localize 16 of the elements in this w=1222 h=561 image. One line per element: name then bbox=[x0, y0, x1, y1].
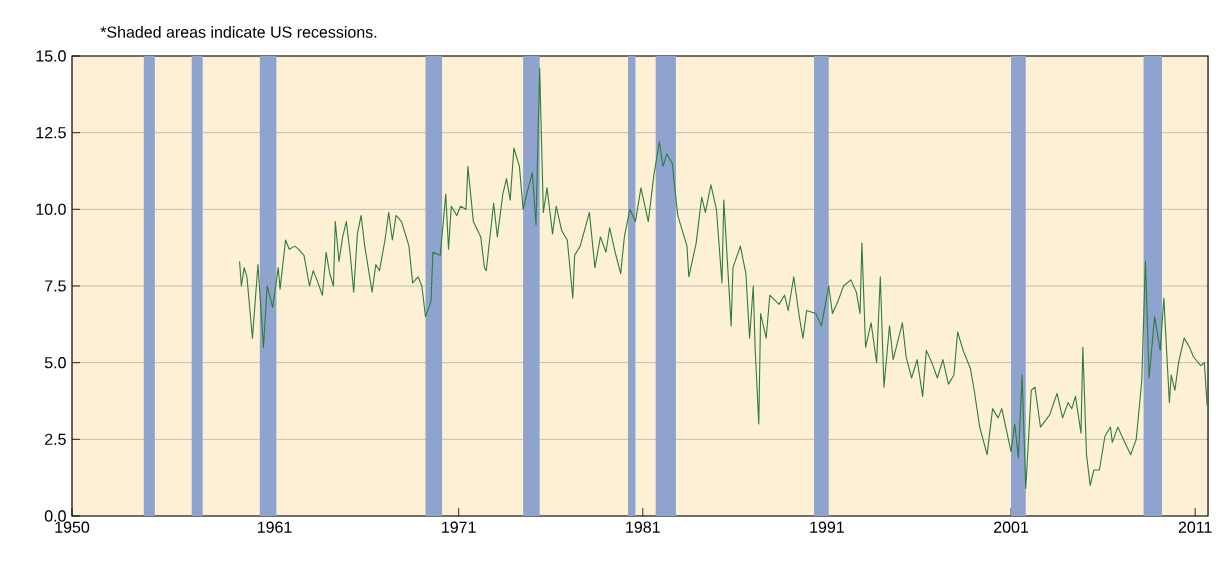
x-tick-label: 2011 bbox=[1178, 521, 1212, 533]
y-tick-label: 2.5 bbox=[45, 433, 66, 445]
x-tick-label: 1991 bbox=[810, 521, 844, 533]
x-tick-label: 1981 bbox=[626, 521, 660, 533]
x-tick-label: 1971 bbox=[442, 521, 476, 533]
x-tick-label: 1950 bbox=[55, 521, 90, 533]
y-tick-label: 10.0 bbox=[36, 203, 66, 215]
y-tick-label: 0.0 bbox=[44, 510, 66, 522]
x-tick-label: 2001 bbox=[994, 521, 1029, 533]
y-tick-label: 12.5 bbox=[36, 127, 66, 139]
text: *Shaded areas indicate US recessions. bbox=[100, 26, 377, 38]
y-tick-label: 5.0 bbox=[44, 357, 66, 369]
y-tick-label: 15.0 bbox=[36, 50, 66, 62]
y-tick-label: 7.5 bbox=[45, 280, 66, 292]
line-series bbox=[239, 67, 1208, 489]
x-tick-label: 1961 bbox=[257, 521, 292, 533]
